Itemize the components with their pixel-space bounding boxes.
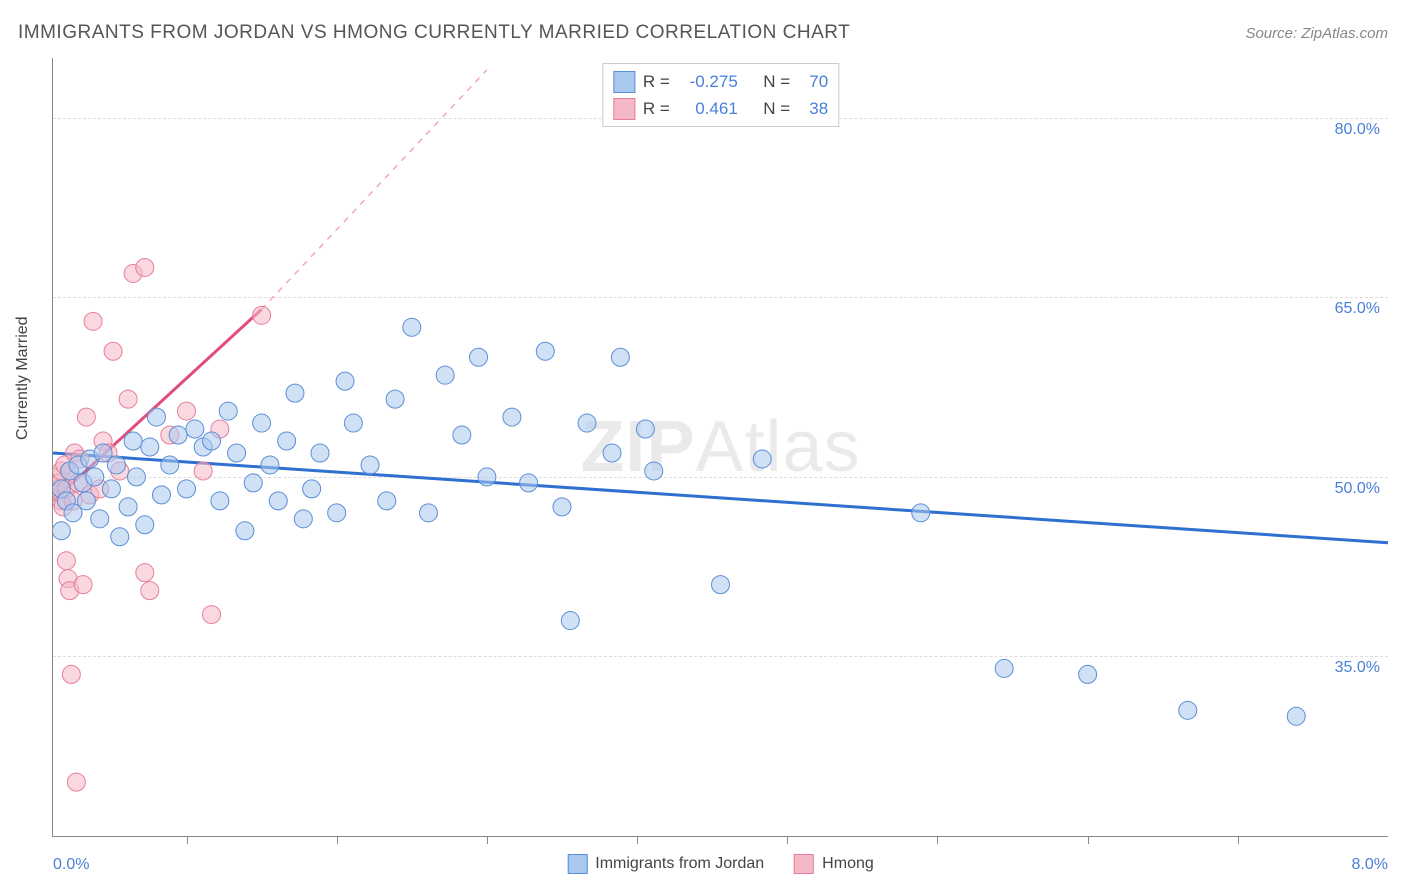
- chart-svg: [53, 58, 1388, 836]
- chart-title: IMMIGRANTS FROM JORDAN VS HMONG CURRENTL…: [18, 22, 850, 44]
- n-label: N =: [763, 68, 790, 95]
- stats-legend: R = -0.275 N = 70 R = 0.461 N = 38: [602, 63, 839, 127]
- legend-label-series2: Hmong: [822, 855, 874, 873]
- x-tick: [487, 836, 488, 844]
- x-axis-max-label: 8.0%: [1352, 856, 1388, 874]
- swatch-series2-icon: [613, 98, 635, 120]
- x-tick: [337, 836, 338, 844]
- swatch-series2-icon: [794, 854, 814, 874]
- n-label: N =: [763, 95, 790, 122]
- series-legend: Immigrants from Jordan Hmong: [567, 854, 874, 874]
- r-value-series1: -0.275: [678, 68, 738, 95]
- title-bar: IMMIGRANTS FROM JORDAN VS HMONG CURRENTL…: [18, 22, 1388, 44]
- x-tick: [1088, 836, 1089, 844]
- x-tick: [1238, 836, 1239, 844]
- x-axis-min-label: 0.0%: [53, 856, 89, 874]
- swatch-series1-icon: [567, 854, 587, 874]
- y-axis-label: Currently Married: [14, 316, 32, 440]
- source-attribution: Source: ZipAtlas.com: [1245, 25, 1388, 42]
- x-tick: [637, 836, 638, 844]
- legend-item-series2: Hmong: [794, 854, 874, 874]
- n-value-series2: 38: [798, 95, 828, 122]
- stats-row-series2: R = 0.461 N = 38: [613, 95, 828, 122]
- r-label: R =: [643, 68, 670, 95]
- legend-item-series1: Immigrants from Jordan: [567, 854, 764, 874]
- r-label: R =: [643, 95, 670, 122]
- x-tick: [187, 836, 188, 844]
- chart-plot-area: ZIPAtlas R = -0.275 N = 70 R = 0.461 N =…: [52, 58, 1388, 837]
- swatch-series1-icon: [613, 71, 635, 93]
- x-tick: [787, 836, 788, 844]
- legend-label-series1: Immigrants from Jordan: [595, 855, 764, 873]
- x-tick: [937, 836, 938, 844]
- stats-row-series1: R = -0.275 N = 70: [613, 68, 828, 95]
- r-value-series2: 0.461: [678, 95, 738, 122]
- n-value-series1: 70: [798, 68, 828, 95]
